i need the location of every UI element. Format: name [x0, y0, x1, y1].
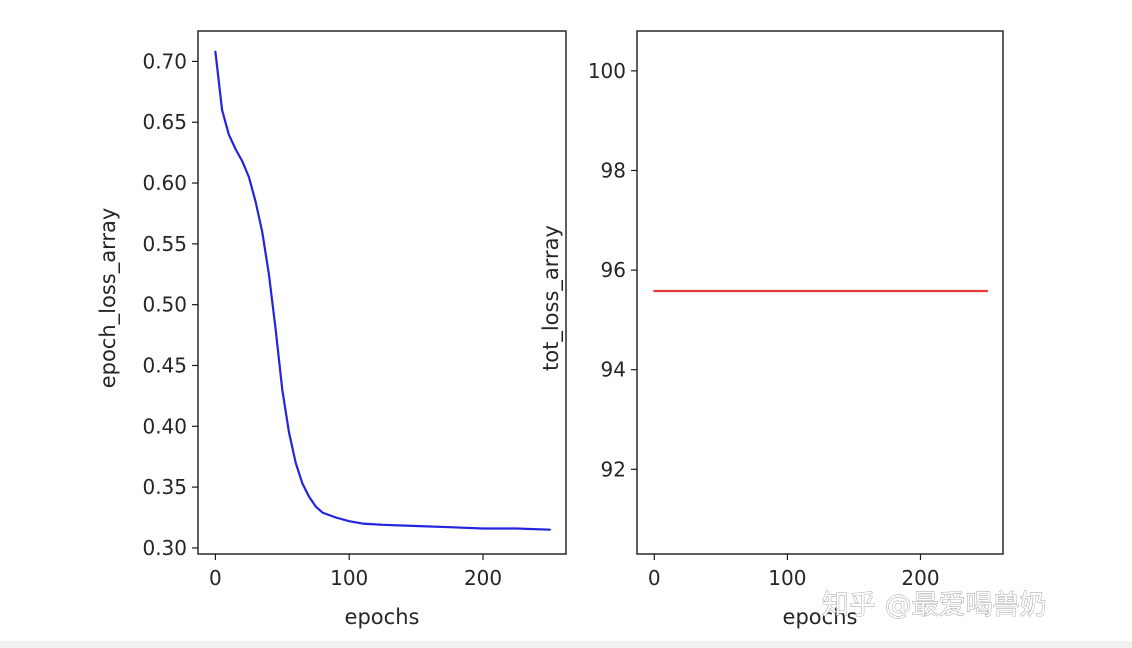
- y-tick-label: 0.40: [142, 414, 187, 438]
- y-tick-label: 0.35: [142, 475, 187, 499]
- x-axis-label: epochs: [783, 605, 858, 629]
- y-tick-label: 92: [601, 457, 626, 481]
- watermark-text: 知乎 @最爱喝兽奶: [822, 590, 1047, 621]
- bottom-band: [0, 641, 1132, 648]
- y-tick-label: 0.45: [142, 353, 187, 377]
- x-tick-label: 0: [209, 566, 222, 590]
- y-tick-label: 0.60: [142, 171, 187, 195]
- y-tick-label: 96: [601, 258, 626, 282]
- x-tick-label: 200: [464, 566, 502, 590]
- y-axis-label: tot_loss_array: [539, 225, 564, 371]
- x-tick-label: 200: [901, 566, 939, 590]
- y-tick-label: 0.65: [142, 110, 187, 134]
- x-tick-label: 0: [648, 566, 661, 590]
- x-axis-label: epochs: [345, 605, 420, 629]
- y-tick-label: 0.70: [142, 49, 187, 73]
- y-tick-label: 94: [601, 358, 626, 382]
- y-tick-label: 0.30: [142, 536, 187, 560]
- y-axis-label: epoch_loss_array: [96, 208, 121, 389]
- x-tick-label: 100: [330, 566, 368, 590]
- y-tick-label: 0.50: [142, 293, 187, 317]
- left-subplot: 0 100 200 0.30 0.35 0.40 0.45 0.50 0.55 0.60 0.65 0…: [96, 30, 567, 629]
- series-line-0-0: [214, 50, 551, 531]
- axes-frame: [197, 30, 567, 555]
- y-tick-label: 100: [588, 59, 626, 83]
- y-tick-label: 98: [601, 158, 626, 182]
- right-subplot: 0 100 200 92 94 96 98 100 epochs tot_loss_array: [539, 30, 1004, 629]
- axes-frame: [636, 30, 1004, 555]
- x-tick-label: 100: [768, 566, 806, 590]
- y-tick-label: 0.55: [142, 232, 187, 256]
